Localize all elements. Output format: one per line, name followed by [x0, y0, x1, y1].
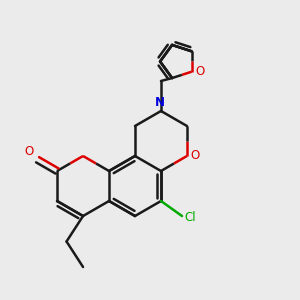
Text: N: N: [154, 97, 164, 110]
Text: O: O: [25, 145, 34, 158]
Text: O: O: [190, 149, 199, 163]
Text: O: O: [195, 65, 204, 78]
Text: Cl: Cl: [184, 211, 196, 224]
